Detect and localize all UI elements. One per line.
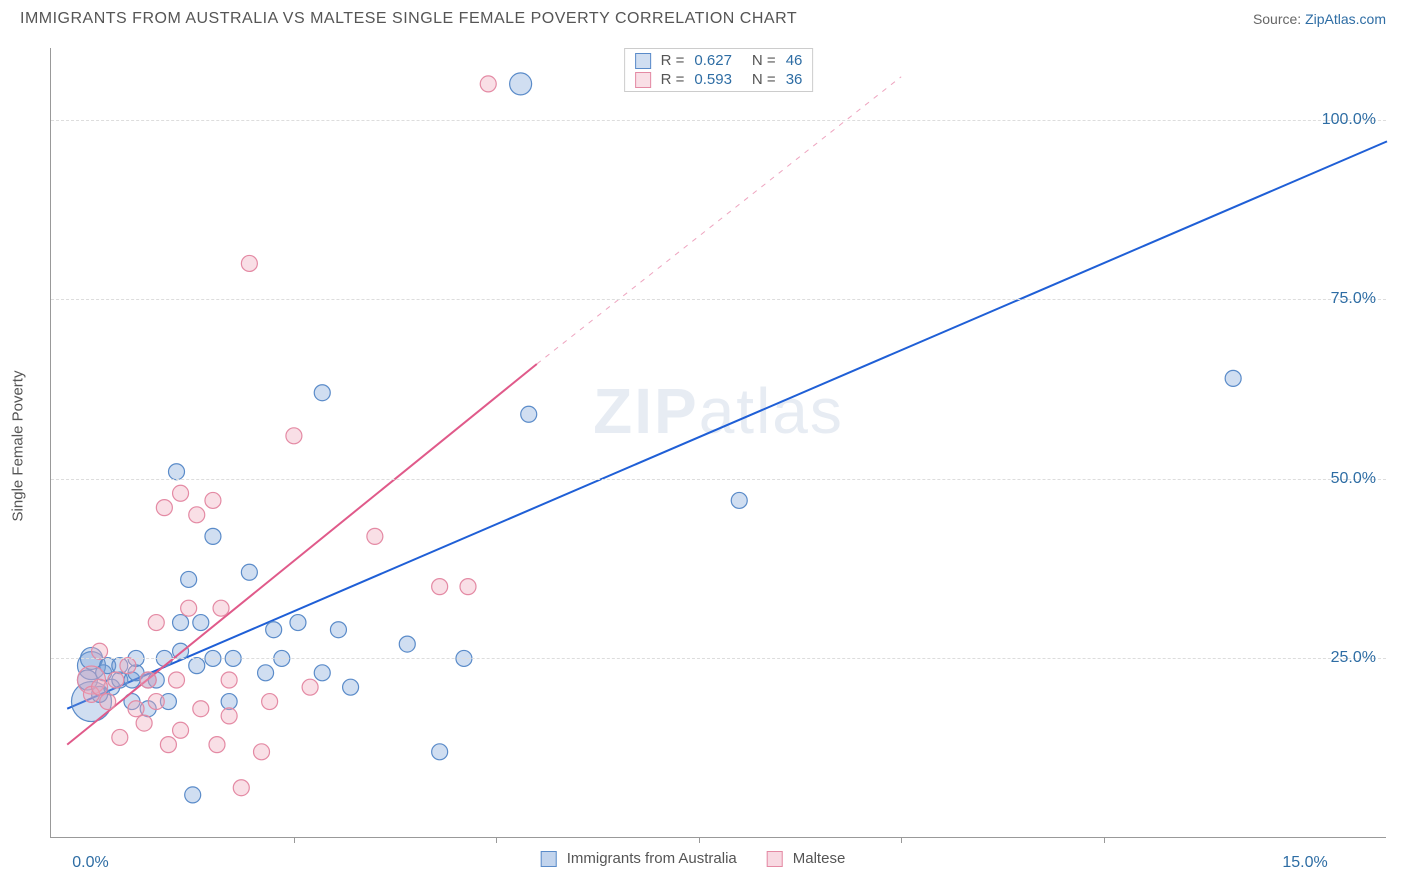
- y-tick-label: 75.0%: [1331, 290, 1376, 308]
- regression-line: [67, 141, 1387, 708]
- scatter-point: [262, 694, 278, 710]
- scatter-point: [205, 492, 221, 508]
- chart-svg: [51, 48, 1386, 837]
- scatter-point: [314, 665, 330, 681]
- scatter-point: [205, 528, 221, 544]
- scatter-point: [92, 643, 108, 659]
- correlation-legend: R = 0.627 N = 46 R = 0.593 N = 36: [624, 48, 814, 92]
- scatter-point: [221, 694, 237, 710]
- correlation-legend-row: R = 0.627 N = 46: [625, 51, 813, 70]
- scatter-point: [432, 744, 448, 760]
- x-tick-mark: [1104, 837, 1105, 843]
- y-axis-title: Single Female Poverty: [10, 371, 27, 522]
- chart-container: IMMIGRANTS FROM AUSTRALIA VS MALTESE SIN…: [0, 0, 1406, 892]
- series-legend: Immigrants from Australia Maltese: [541, 850, 866, 867]
- legend-n-value-1: 36: [786, 71, 803, 88]
- scatter-point: [108, 672, 124, 688]
- x-tick-mark: [901, 837, 902, 843]
- scatter-point: [185, 787, 201, 803]
- scatter-point: [254, 744, 270, 760]
- legend-r-label: R =: [661, 52, 685, 69]
- gridline-horizontal: [51, 658, 1386, 659]
- scatter-point: [510, 73, 532, 95]
- scatter-point: [193, 701, 209, 717]
- scatter-point: [173, 615, 189, 631]
- source-attribution: Source: ZipAtlas.com: [1253, 11, 1386, 27]
- scatter-point: [193, 615, 209, 631]
- correlation-legend-row: R = 0.593 N = 36: [625, 70, 813, 89]
- scatter-point: [432, 579, 448, 595]
- scatter-point: [258, 665, 274, 681]
- scatter-point: [140, 672, 156, 688]
- scatter-point: [241, 564, 257, 580]
- scatter-point: [241, 255, 257, 271]
- x-tick-mark: [496, 837, 497, 843]
- scatter-point: [148, 694, 164, 710]
- scatter-point: [156, 500, 172, 516]
- scatter-point: [112, 729, 128, 745]
- legend-n-label: N =: [752, 52, 776, 69]
- scatter-point: [169, 672, 185, 688]
- scatter-point: [731, 492, 747, 508]
- x-tick-mark: [294, 837, 295, 843]
- plot-area: ZIPatlas R = 0.627 N = 46 R = 0.593 N = …: [50, 48, 1386, 838]
- scatter-point: [148, 615, 164, 631]
- scatter-point: [92, 679, 108, 695]
- title-bar: IMMIGRANTS FROM AUSTRALIA VS MALTESE SIN…: [20, 10, 1386, 28]
- scatter-point: [286, 428, 302, 444]
- scatter-point: [189, 507, 205, 523]
- y-tick-label: 50.0%: [1331, 470, 1376, 488]
- scatter-point: [399, 636, 415, 652]
- legend-n-value-0: 46: [786, 52, 803, 69]
- legend-label: Maltese: [793, 850, 846, 867]
- legend-r-label: R =: [661, 71, 685, 88]
- x-tick-label: 15.0%: [1282, 854, 1327, 872]
- scatter-point: [209, 737, 225, 753]
- scatter-point: [160, 737, 176, 753]
- legend-n-label: N =: [752, 71, 776, 88]
- scatter-point: [128, 701, 144, 717]
- scatter-point: [460, 579, 476, 595]
- scatter-point: [367, 528, 383, 544]
- scatter-point: [330, 622, 346, 638]
- scatter-point: [173, 722, 189, 738]
- scatter-point: [120, 658, 136, 674]
- scatter-point: [343, 679, 359, 695]
- gridline-horizontal: [51, 299, 1386, 300]
- gridline-horizontal: [51, 479, 1386, 480]
- scatter-point: [266, 622, 282, 638]
- scatter-point: [302, 679, 318, 695]
- legend-swatch: [541, 851, 557, 867]
- scatter-point: [173, 485, 189, 501]
- scatter-point: [1225, 370, 1241, 386]
- legend-r-value-0: 0.627: [694, 52, 732, 69]
- chart-title: IMMIGRANTS FROM AUSTRALIA VS MALTESE SIN…: [20, 10, 797, 28]
- x-tick-mark: [699, 837, 700, 843]
- scatter-point: [233, 780, 249, 796]
- legend-r-value-1: 0.593: [694, 71, 732, 88]
- legend-swatch: [767, 851, 783, 867]
- source-label: Source:: [1253, 11, 1301, 27]
- legend-label: Immigrants from Australia: [567, 850, 737, 867]
- scatter-point: [521, 406, 537, 422]
- scatter-point: [100, 694, 116, 710]
- scatter-point: [181, 571, 197, 587]
- scatter-point: [136, 715, 152, 731]
- scatter-point: [169, 464, 185, 480]
- scatter-point: [221, 708, 237, 724]
- y-tick-label: 100.0%: [1322, 111, 1376, 129]
- legend-swatch-series-1: [635, 72, 651, 88]
- source-link[interactable]: ZipAtlas.com: [1305, 11, 1386, 27]
- scatter-point: [189, 658, 205, 674]
- gridline-horizontal: [51, 120, 1386, 121]
- scatter-point: [213, 600, 229, 616]
- scatter-point: [314, 385, 330, 401]
- scatter-point: [221, 672, 237, 688]
- scatter-point: [290, 615, 306, 631]
- scatter-point: [181, 600, 197, 616]
- x-tick-label: 0.0%: [72, 854, 108, 872]
- y-tick-label: 25.0%: [1331, 649, 1376, 667]
- legend-swatch-series-0: [635, 53, 651, 69]
- scatter-point: [480, 76, 496, 92]
